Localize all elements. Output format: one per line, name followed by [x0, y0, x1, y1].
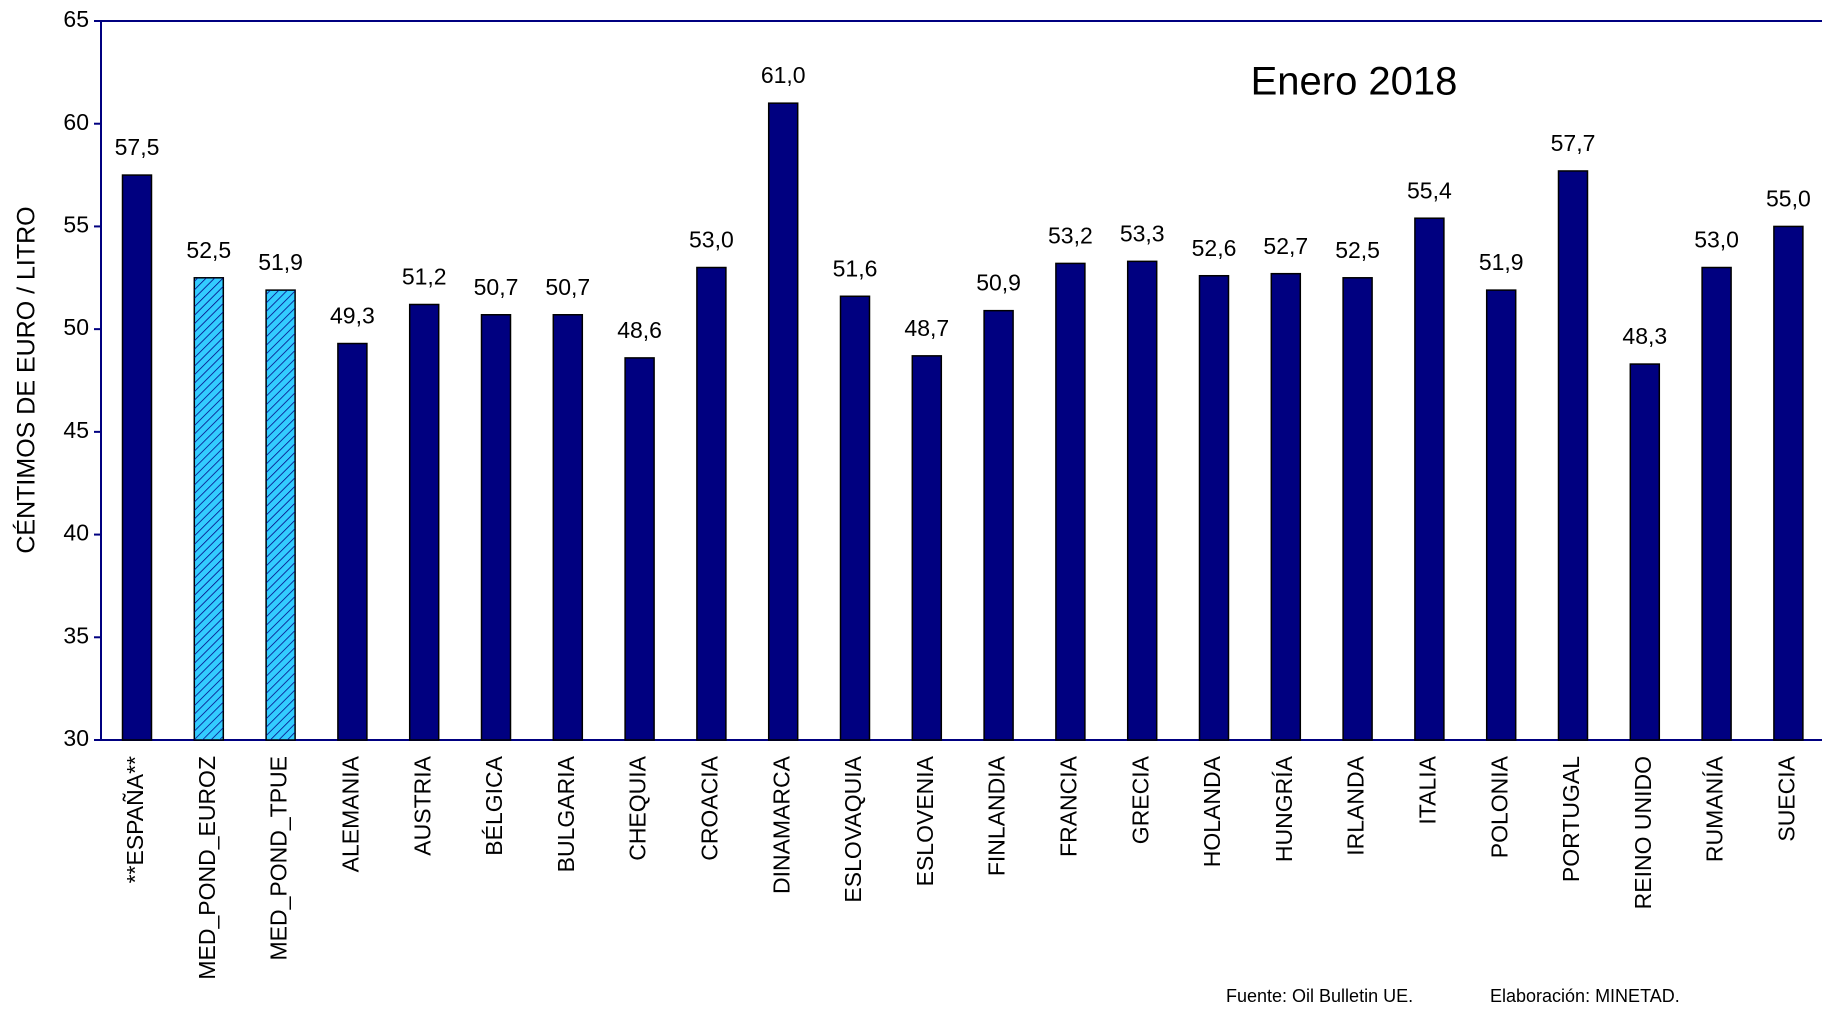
x-tick-label: SUECIA — [1773, 755, 1799, 841]
x-tick-label: BÉLGICA — [481, 755, 507, 855]
source-note: Fuente: Oil Bulletin UE. — [1226, 986, 1413, 1006]
bar — [1414, 217, 1445, 741]
value-label: 52,5 — [1335, 237, 1380, 263]
y-tick-label: 65 — [63, 6, 89, 32]
value-label: 53,3 — [1120, 220, 1165, 246]
bar — [983, 309, 1014, 741]
value-label: 57,7 — [1551, 130, 1596, 156]
x-tick-label: BULGARIA — [553, 755, 579, 872]
chart-title: Enero 2018 — [1251, 60, 1458, 104]
value-label: 57,5 — [115, 134, 160, 160]
x-tick-label: PORTUGAL — [1558, 756, 1584, 882]
bar — [1055, 262, 1086, 741]
value-label: 55,4 — [1407, 177, 1452, 203]
value-label: 48,7 — [904, 315, 949, 341]
x-tick-label: HOLANDA — [1199, 755, 1225, 867]
value-label: 52,5 — [186, 237, 231, 263]
bar — [1701, 266, 1732, 741]
bar — [1557, 170, 1589, 741]
x-tick-label: ESLOVENIA — [912, 755, 938, 886]
value-label: 52,7 — [1263, 233, 1308, 259]
x-tick-label: ITALIA — [1414, 755, 1440, 824]
bar — [1342, 277, 1373, 741]
bar — [1629, 363, 1661, 741]
x-tick-label: ESLOVAQUIA — [840, 755, 866, 902]
x-tick-label: IRLANDA — [1343, 755, 1369, 855]
value-label: 50,9 — [976, 270, 1021, 296]
credit-note: Elaboración: MINETAD. — [1490, 986, 1680, 1006]
bar — [911, 355, 943, 741]
value-label: 50,7 — [474, 274, 519, 300]
value-label: 48,3 — [1622, 323, 1667, 349]
bar — [1773, 225, 1804, 741]
bar — [121, 174, 153, 741]
value-label: 51,9 — [1479, 249, 1524, 275]
bar — [552, 314, 584, 741]
bar — [1198, 274, 1230, 741]
value-label: 49,3 — [330, 303, 375, 329]
x-tick-label: FRANCIA — [1055, 755, 1081, 857]
y-tick-label: 40 — [63, 520, 89, 546]
y-tick-label: 55 — [63, 212, 89, 238]
bar — [839, 295, 871, 741]
x-tick-label: CHEQUIA — [625, 755, 651, 860]
x-tick-label: DINAMARCA — [768, 755, 794, 894]
x-tick-label: MED_POND_EUROZ — [194, 756, 220, 980]
y-axis-label: CÉNTIMOS DE EURO / LITRO — [12, 206, 41, 553]
value-label: 53,2 — [1048, 222, 1093, 248]
x-tick-label: CROACIA — [696, 755, 722, 860]
value-label: 48,6 — [617, 317, 662, 343]
value-label: 51,6 — [833, 255, 878, 281]
value-label: 55,0 — [1766, 186, 1811, 212]
value-label: 50,7 — [545, 274, 590, 300]
value-label: 51,2 — [402, 264, 447, 290]
y-tick-label: 30 — [63, 725, 89, 751]
value-label: 52,6 — [1192, 235, 1237, 261]
value-label: 53,0 — [689, 227, 734, 253]
y-tick-label: 35 — [63, 622, 89, 648]
bar-hatch — [266, 290, 296, 740]
value-label: 51,9 — [258, 249, 303, 275]
bar — [767, 102, 799, 741]
x-tick-label: REINO UNIDO — [1630, 756, 1656, 909]
bar — [1270, 272, 1302, 741]
y-tick-label: 60 — [63, 109, 89, 135]
bar — [624, 357, 655, 741]
y-tick-label: 45 — [63, 417, 89, 443]
bar-hatch — [194, 277, 224, 740]
bar — [696, 266, 727, 741]
x-tick-label: AUSTRIA — [409, 755, 435, 855]
x-tick-label: GRECIA — [1127, 755, 1153, 844]
x-tick-label: MED_POND_TPUE — [266, 756, 292, 960]
x-tick-label: ALEMANIA — [337, 755, 363, 872]
bar — [1485, 289, 1517, 741]
x-tick-label: **ESPAÑA** — [122, 756, 148, 883]
x-tick-label: POLONIA — [1486, 755, 1512, 858]
bar — [337, 342, 368, 741]
x-tick-label: HUNGRÍA — [1271, 755, 1297, 862]
bar — [1126, 260, 1158, 741]
bar — [480, 314, 512, 741]
x-tick-label: FINLANDIA — [984, 755, 1010, 876]
y-tick-label: 50 — [63, 314, 89, 340]
bar — [408, 303, 440, 741]
value-label: 61,0 — [761, 62, 806, 88]
value-label: 53,0 — [1694, 227, 1739, 253]
x-tick-label: RUMANÍA — [1702, 755, 1728, 862]
